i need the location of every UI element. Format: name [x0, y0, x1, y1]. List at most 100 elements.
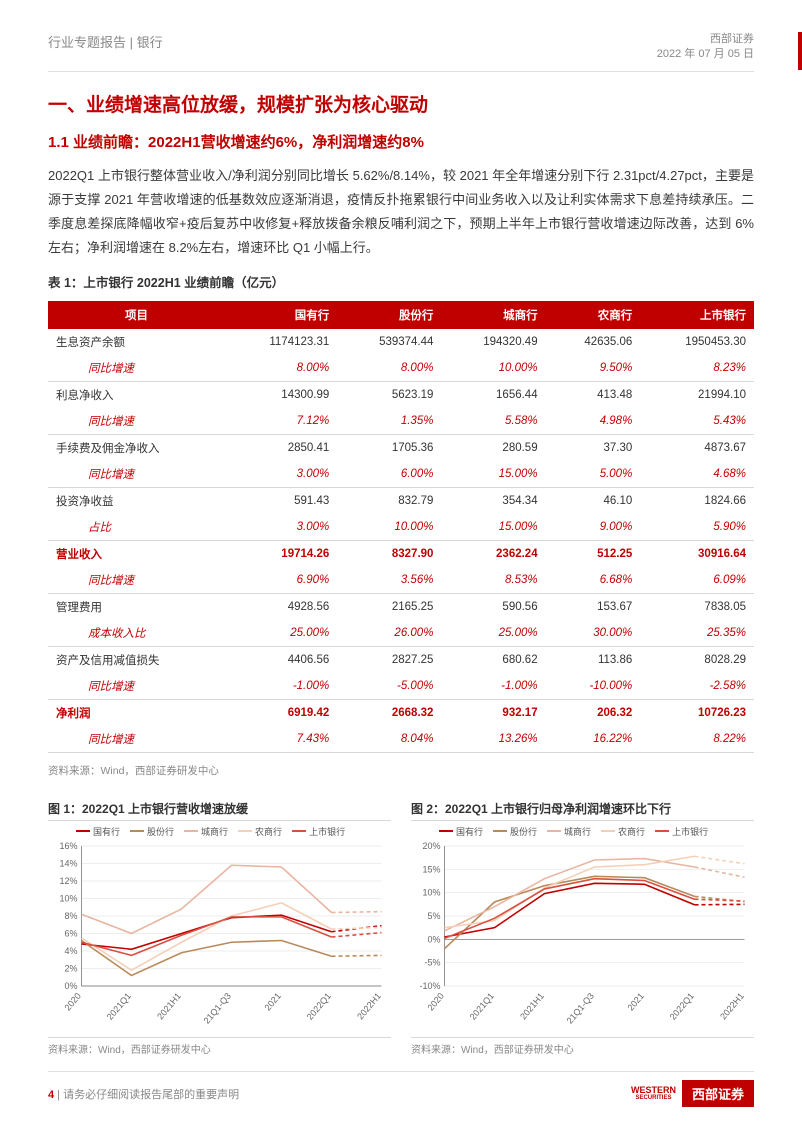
table-cell: 8028.29 — [640, 646, 754, 673]
table-cell: 6.00% — [337, 461, 441, 488]
svg-text:5%: 5% — [427, 911, 440, 921]
svg-text:2022Q1: 2022Q1 — [668, 991, 696, 1022]
svg-text:21Q1-Q3: 21Q1-Q3 — [202, 991, 233, 1026]
legend-label: 股份行 — [147, 825, 174, 838]
table-cell: 4406.56 — [225, 646, 337, 673]
table-cell: 30916.64 — [640, 540, 754, 567]
table-cell: 206.32 — [546, 699, 641, 726]
table-cell: 5623.19 — [337, 381, 441, 408]
table-cell: 同比增速 — [48, 355, 225, 382]
table-cell: 4928.56 — [225, 593, 337, 620]
legend-item: 城商行 — [184, 825, 228, 838]
legend-label: 城商行 — [564, 825, 591, 838]
table-cell: 3.00% — [225, 514, 337, 541]
table-row: 管理费用4928.562165.25590.56153.677838.05 — [48, 593, 754, 620]
table-cell: 1.35% — [337, 408, 441, 435]
legend-swatch — [76, 830, 90, 832]
svg-text:14%: 14% — [59, 858, 77, 868]
header-date: 2022 年 07 月 05 日 — [657, 47, 754, 62]
footer-left: 4 | 请务必仔细阅读报告尾部的重要声明 — [48, 1086, 239, 1102]
table-cell: 2165.25 — [337, 593, 441, 620]
table-cell: 6919.42 — [225, 699, 337, 726]
table-row: 占比3.00%10.00%15.00%9.00%5.90% — [48, 514, 754, 541]
svg-text:2021H1: 2021H1 — [155, 991, 183, 1022]
svg-text:2022Q1: 2022Q1 — [305, 991, 333, 1022]
table-cell: 113.86 — [546, 646, 641, 673]
table-cell: 6.90% — [225, 567, 337, 594]
svg-text:20%: 20% — [422, 841, 440, 851]
page-content: 行业专题报告 | 银行 西部证券 2022 年 07 月 05 日 一、业绩增速… — [0, 0, 802, 1096]
svg-text:2%: 2% — [64, 963, 77, 973]
table-cell: 15.00% — [441, 461, 545, 488]
table-cell: 成本收入比 — [48, 620, 225, 647]
table-cell: 354.34 — [441, 487, 545, 514]
table-header-cell: 项目 — [48, 301, 225, 329]
table-row: 同比增速7.12%1.35%5.58%4.98%5.43% — [48, 408, 754, 435]
table-header-cell: 城商行 — [441, 301, 545, 329]
table-row: 同比增速3.00%6.00%15.00%5.00%4.68% — [48, 461, 754, 488]
svg-text:2021Q1: 2021Q1 — [468, 991, 496, 1022]
legend-item: 农商行 — [601, 825, 645, 838]
legend-label: 农商行 — [255, 825, 282, 838]
legend-swatch — [493, 830, 507, 832]
svg-text:21Q1-Q3: 21Q1-Q3 — [565, 991, 596, 1026]
table-cell: -1.00% — [225, 673, 337, 700]
page-header: 行业专题报告 | 银行 西部证券 2022 年 07 月 05 日 — [48, 32, 754, 72]
table-source: 资料来源：Wind，西部证券研发中心 — [48, 759, 754, 778]
table-row: 同比增速-1.00%-5.00%-1.00%-10.00%-2.58% — [48, 673, 754, 700]
table-title: 表 1：上市银行 2022H1 业绩前瞻（亿元） — [48, 272, 754, 295]
legend-item: 农商行 — [238, 825, 282, 838]
table-cell: 8.00% — [225, 355, 337, 382]
chart-2: -10%-5%0%5%10%15%20%20202021Q12021H121Q1… — [411, 840, 754, 1030]
legend-label: 国有行 — [456, 825, 483, 838]
table-cell: 1950453.30 — [640, 329, 754, 355]
table-cell: 30.00% — [546, 620, 641, 647]
table-cell: 46.10 — [546, 487, 641, 514]
table-cell: 8.23% — [640, 355, 754, 382]
legend-swatch — [130, 830, 144, 832]
table-cell: 19714.26 — [225, 540, 337, 567]
legend-swatch — [238, 830, 252, 832]
table-row: 利息净收入14300.995623.191656.44413.4821994.1… — [48, 381, 754, 408]
svg-text:4%: 4% — [64, 946, 77, 956]
table-cell: 净利润 — [48, 699, 225, 726]
table-cell: 2827.25 — [337, 646, 441, 673]
header-right: 西部证券 2022 年 07 月 05 日 — [657, 32, 754, 63]
legend-swatch — [439, 830, 453, 832]
table-cell: 营业收入 — [48, 540, 225, 567]
table-cell: 5.43% — [640, 408, 754, 435]
svg-text:10%: 10% — [422, 888, 440, 898]
svg-text:2021: 2021 — [625, 991, 646, 1013]
table-cell: 3.56% — [337, 567, 441, 594]
table-cell: 13.26% — [441, 726, 545, 753]
table-cell: 37.30 — [546, 434, 641, 461]
table-cell: 9.00% — [546, 514, 641, 541]
table-cell: 生息资产余额 — [48, 329, 225, 355]
legend-item: 国有行 — [439, 825, 483, 838]
table-cell: 5.58% — [441, 408, 545, 435]
table-cell: 8327.90 — [337, 540, 441, 567]
table-row: 营业收入19714.268327.902362.24512.2530916.64 — [48, 540, 754, 567]
legend-swatch — [292, 830, 306, 832]
table-cell: 10.00% — [337, 514, 441, 541]
table-header-cell: 国有行 — [225, 301, 337, 329]
svg-text:2022H1: 2022H1 — [718, 991, 746, 1022]
table-cell: 同比增速 — [48, 461, 225, 488]
table-cell: 4.98% — [546, 408, 641, 435]
table-header-cell: 农商行 — [546, 301, 641, 329]
table-cell: 7838.05 — [640, 593, 754, 620]
table-cell: 占比 — [48, 514, 225, 541]
legend-swatch — [184, 830, 198, 832]
svg-text:6%: 6% — [64, 928, 77, 938]
table-cell: 10726.23 — [640, 699, 754, 726]
table-cell: 4.68% — [640, 461, 754, 488]
chart-1-box: 图 1：2022Q1 上市银行营收增速放缓 国有行股份行城商行农商行上市银行 0… — [48, 800, 391, 1056]
svg-text:-5%: -5% — [424, 958, 440, 968]
table-cell: 680.62 — [441, 646, 545, 673]
table-cell: 同比增速 — [48, 408, 225, 435]
logo-box: 西部证券 — [682, 1080, 754, 1107]
chart-1-legend: 国有行股份行城商行农商行上市银行 — [76, 825, 391, 838]
table-cell: 194320.49 — [441, 329, 545, 355]
svg-text:2022H1: 2022H1 — [355, 991, 383, 1022]
table-cell: 25.35% — [640, 620, 754, 647]
